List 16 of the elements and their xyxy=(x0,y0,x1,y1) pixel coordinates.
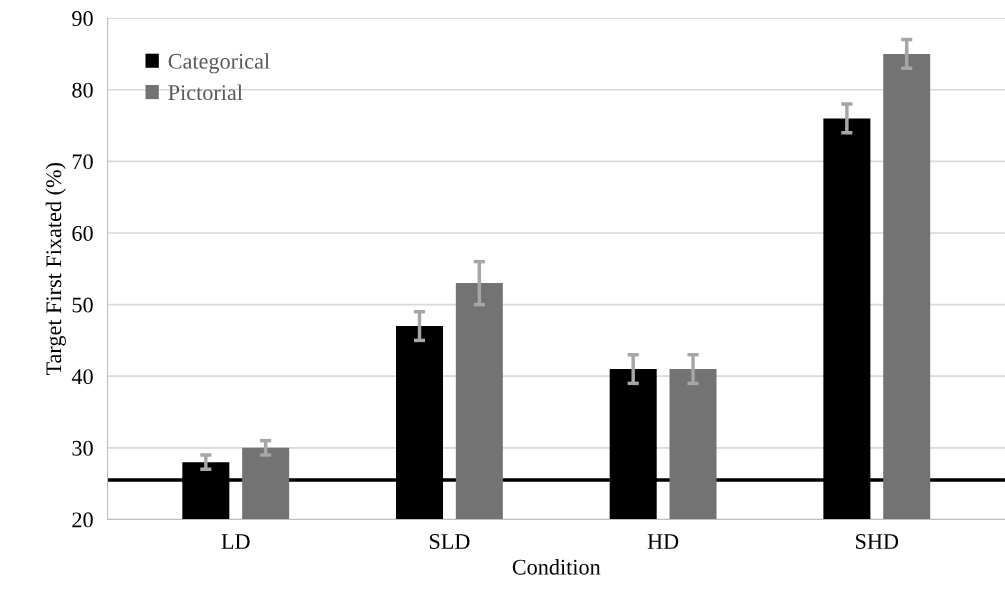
y-tick-label: 70 xyxy=(72,154,93,170)
x-axis-title: Condition xyxy=(512,559,601,575)
x-tick-label: SHD xyxy=(856,534,899,549)
x-tick-label: HD xyxy=(647,534,679,549)
x-tick-label: SLD xyxy=(429,534,470,549)
legend-label: Pictorial xyxy=(168,84,243,101)
y-tick-label: 20 xyxy=(72,512,93,528)
y-tick-label: 50 xyxy=(72,297,93,313)
y-tick-label: 40 xyxy=(71,369,93,385)
y-tick-label: 30 xyxy=(72,440,93,456)
x-tick-label: LD xyxy=(221,534,250,549)
legend-label: Categorical xyxy=(168,53,270,74)
y-tick-label: 80 xyxy=(72,82,93,98)
y-tick-label: 90 xyxy=(72,11,93,27)
y-axis-title: Target First Fixated (%) xyxy=(45,163,66,376)
y-tick-label: 60 xyxy=(72,225,93,241)
